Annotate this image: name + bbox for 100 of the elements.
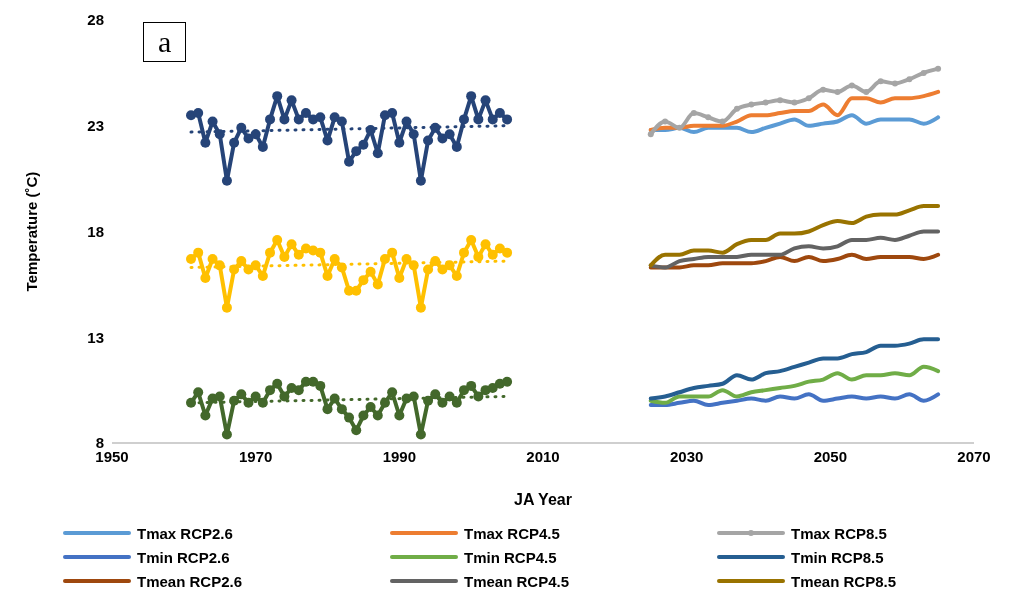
point [250, 391, 261, 402]
point [250, 129, 261, 140]
point [748, 101, 755, 108]
point [502, 247, 513, 258]
point [473, 251, 484, 262]
point [906, 76, 913, 83]
point [451, 397, 462, 408]
point [193, 108, 204, 119]
point [257, 397, 268, 408]
point [415, 175, 426, 186]
point [430, 389, 441, 400]
point [719, 118, 726, 125]
point [805, 95, 812, 102]
point [387, 108, 398, 119]
point [487, 114, 498, 125]
point [214, 260, 225, 271]
point [444, 129, 455, 140]
point [286, 239, 297, 250]
point [423, 264, 434, 275]
annotation: a [143, 22, 187, 62]
point [236, 122, 247, 133]
point [502, 114, 513, 125]
point [214, 391, 225, 402]
point [379, 397, 390, 408]
point [473, 391, 484, 402]
point [401, 116, 412, 127]
line-series [648, 364, 941, 405]
point [387, 247, 398, 258]
point [372, 410, 383, 421]
y-tick-label: 28 [87, 11, 104, 29]
point [207, 254, 218, 264]
point [358, 139, 369, 150]
point [647, 131, 654, 138]
point [487, 383, 498, 394]
point [408, 129, 419, 140]
point [487, 249, 498, 260]
point [193, 247, 204, 258]
point [834, 88, 841, 95]
point [401, 254, 412, 264]
line-series [648, 252, 941, 270]
point [863, 88, 870, 95]
point [820, 86, 827, 93]
point [705, 114, 712, 121]
point [408, 391, 419, 402]
point [221, 302, 232, 313]
point [193, 387, 204, 398]
point [279, 391, 290, 402]
point [272, 378, 283, 389]
x-tick-label: 2050 [813, 447, 848, 465]
point [336, 404, 347, 415]
point [791, 99, 798, 106]
point [293, 385, 304, 396]
point [676, 124, 683, 131]
point [423, 135, 434, 146]
point [920, 69, 927, 76]
x-tick-label: 2010 [526, 447, 560, 465]
point [315, 380, 326, 391]
point [207, 116, 218, 127]
point [329, 393, 340, 404]
point [466, 380, 477, 391]
point [762, 99, 769, 106]
legend-label: Tmax RCP2.6 [137, 524, 233, 542]
point [408, 260, 419, 271]
legend-label: Tmax RCP4.5 [464, 524, 560, 542]
point [777, 97, 784, 104]
x-axis-title: JA Year [514, 491, 572, 508]
point [351, 146, 362, 157]
point [265, 385, 276, 396]
point [458, 114, 469, 125]
point [365, 402, 376, 413]
point [200, 137, 211, 148]
point [229, 264, 240, 275]
point [466, 234, 477, 245]
point [690, 110, 697, 117]
point [415, 302, 426, 313]
point [221, 175, 232, 186]
point [322, 135, 333, 146]
point [877, 78, 884, 85]
point [186, 254, 197, 264]
point [372, 148, 383, 159]
point [315, 112, 326, 123]
point [315, 247, 326, 258]
point [308, 376, 319, 387]
point [891, 80, 898, 87]
line-series [648, 337, 941, 401]
point [265, 247, 276, 258]
point [394, 410, 405, 421]
point [351, 285, 362, 296]
x-tick-label: 1990 [382, 447, 417, 465]
point [186, 397, 197, 408]
point [236, 256, 247, 267]
legend-label: Tmin RCP2.6 [137, 548, 230, 566]
point [473, 114, 484, 125]
point [293, 249, 304, 260]
line-series [648, 392, 941, 407]
point [423, 395, 434, 406]
point [336, 116, 347, 127]
point [480, 239, 491, 250]
point [394, 273, 405, 284]
point [214, 129, 225, 140]
